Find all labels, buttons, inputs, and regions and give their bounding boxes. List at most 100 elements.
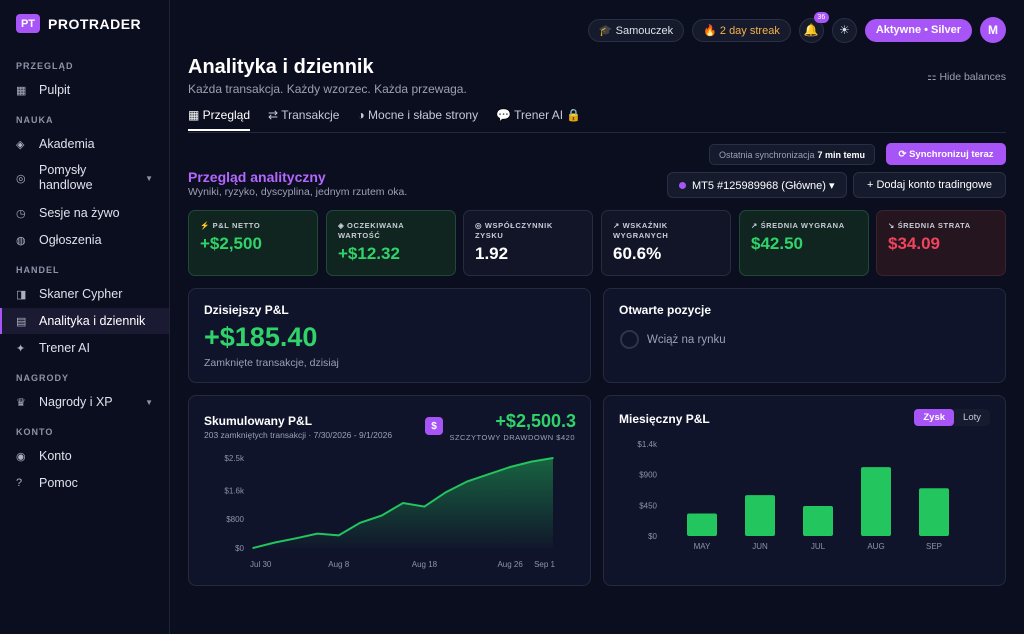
y-tick-label: $0: [235, 544, 244, 553]
monthly-bar: [745, 495, 775, 536]
monthly-bar: [861, 467, 891, 536]
tab-overview[interactable]: ▦ Przegląd: [188, 108, 251, 131]
x-tick-label: MAY: [694, 542, 711, 551]
logo[interactable]: PT PROTRADER: [16, 14, 141, 33]
data-point: [252, 547, 254, 549]
sidebar-item-rewards[interactable]: ♛ Nagrody i XP ▼: [0, 392, 169, 412]
kpi-label: ◈ OCZEKIWANA WARTOŚĆ: [338, 221, 405, 240]
add-trading-account-button[interactable]: + Dodaj konto tradingowe: [853, 172, 1006, 198]
sidebar-item-dashboard[interactable]: ▦ Pulpit: [0, 80, 169, 100]
chevron-down-icon[interactable]: ▼: [145, 397, 153, 407]
level-pill[interactable]: 🎓 Samouczek: [587, 18, 685, 42]
x-tick-label: Sep 1: [534, 560, 555, 569]
section-label-trading: HANDEL: [16, 265, 60, 275]
sidebar-item-live-sessions[interactable]: ◷ Sesje na żywo: [0, 203, 169, 223]
sidebar-item-trade-ideas[interactable]: ◎ Pomysły handlowe ▼: [0, 162, 169, 194]
data-point: [552, 457, 554, 459]
plan-status-pill[interactable]: Aktywne • Silver: [864, 18, 972, 42]
notifications-button[interactable]: 🔔 36: [798, 11, 829, 43]
last-sync-time: 7 min temu: [817, 149, 866, 160]
sparkle-icon: ✦: [16, 342, 26, 355]
avatar[interactable]: M: [980, 17, 1006, 43]
section-label-rewards: NAGRODY: [16, 373, 70, 383]
notification-count-badge: 36: [813, 11, 829, 23]
sidebar-item-analytics[interactable]: ▤ Analityka i dziennik: [0, 308, 169, 334]
data-point: [466, 480, 469, 483]
sun-icon: ☀: [838, 23, 850, 37]
kpi-value: 60.6%: [613, 244, 662, 263]
kpi-label: ⚡ P&L NETTO: [200, 221, 261, 230]
sidebar-item-announcements[interactable]: ◍ Ogłoszenia: [0, 230, 169, 250]
grid-icon: ▦: [16, 84, 27, 97]
today-pnl-value: +$185.40: [204, 322, 318, 352]
tab-transactions[interactable]: ⇄ Transakcje: [268, 108, 340, 122]
sidebar-item-help[interactable]: ? Pomoc: [0, 473, 169, 493]
x-tick-label: JUN: [752, 542, 768, 551]
brand-name: PROTRADER: [48, 15, 142, 32]
kpi-card-net-pnl: ⚡ P&L NETTO +$2,500: [188, 210, 318, 276]
sidebar-item-account[interactable]: ◉ Konto: [0, 446, 169, 466]
metric-toggle: Zysk Loty: [914, 409, 990, 426]
data-point: [380, 514, 383, 517]
toggle-lots[interactable]: Loty: [963, 412, 981, 423]
help-icon: ?: [16, 477, 23, 489]
y-tick-label: $1.4k: [637, 440, 658, 449]
globe-icon: ◍: [16, 234, 26, 247]
sidebar: PT PROTRADER PRZEGLĄD ▦ Pulpit NAUKA ◈ Aka…: [0, 0, 170, 634]
kpi-value: +$2,500: [200, 234, 262, 253]
data-point: [295, 537, 297, 540]
sidebar-item-ai-coach[interactable]: ✦ Trener AI: [0, 338, 169, 358]
theme-toggle-button[interactable]: ☀: [831, 17, 857, 43]
sidebar-item-label: Pomoc: [39, 476, 78, 490]
y-tick-label: $800: [226, 515, 244, 524]
sync-now-button[interactable]: ⟳ Synchronizuj teraz: [886, 143, 1006, 165]
kpi-value: 1.92: [475, 244, 509, 263]
x-tick-label: Aug 18: [412, 560, 438, 569]
scanner-icon: ◨: [16, 288, 27, 301]
kpi-label: ↗ WSKAŹNIK WYGRANYCH: [613, 221, 669, 240]
page-title: Analityka i dziennik: [188, 56, 374, 78]
last-sync-indicator: Ostatnia synchronizacja 7 min temu: [709, 144, 876, 165]
sidebar-item-label: Skaner Cypher: [39, 287, 123, 301]
data-point: [359, 522, 361, 524]
analytics-title: Przegląd analityczny: [188, 169, 326, 185]
sidebar-item-label: Akademia: [39, 137, 95, 151]
sidebar-item-label: Sesje na żywo: [39, 206, 120, 220]
open-positions-status: Wciąż na rynku: [647, 334, 726, 346]
monthly-bar: [687, 513, 717, 536]
card-title: Skumulowany P&L: [204, 414, 313, 428]
streak-pill[interactable]: 🔥 2 day streak: [692, 18, 791, 42]
sidebar-item-label: Analityka i dziennik: [39, 314, 146, 328]
account-selector-label: MT5 #125989968 (Główne) ▾: [692, 179, 835, 192]
kpi-card-expectancy: ◈ OCZEKIWANA WARTOŚĆ +$12.32: [326, 210, 456, 276]
tab-ai-coach[interactable]: 💬 Trener AI 🔒: [496, 108, 582, 122]
toggle-profit[interactable]: Zysk: [914, 409, 955, 426]
x-tick-label: Aug 26: [497, 560, 523, 569]
chevron-down-icon[interactable]: ▼: [145, 173, 153, 183]
monthly-bar: [919, 488, 949, 536]
x-tick-label: AUG: [867, 542, 884, 551]
kpi-value: $42.50: [751, 234, 803, 253]
y-tick-label: $0: [648, 532, 657, 541]
kpi-card-profit-factor: ◎ WSPÓŁCZYNNIK ZYSKU 1.92: [463, 210, 593, 276]
kpi-label: ↗ ŚREDNIA WYGRANA: [751, 221, 845, 230]
sidebar-item-scanner[interactable]: ◨ Skaner Cypher: [0, 284, 169, 304]
sidebar-item-label: Nagrody i XP: [39, 395, 113, 409]
monthly-pnl-card: Miesięczny P&L Zysk Loty $0 $450 $900 $1.4k…: [603, 395, 1006, 586]
cumulative-pnl-card: Skumulowany P&L 203 zamkniętych transakc…: [188, 395, 591, 586]
tab-strengths-weaknesses[interactable]: ◑ Mocne i słabe strony: [357, 108, 479, 122]
sidebar-item-label: Pulpit: [39, 83, 71, 97]
journal-icon: ▤: [16, 315, 27, 328]
cumulative-subtitle: 203 zamkniętych transakcji · 7/30/2026 -…: [204, 430, 393, 440]
sidebar-item-label: Ogłoszenia: [39, 233, 102, 247]
account-selector[interactable]: MT5 #125989968 (Główne) ▾: [667, 172, 847, 198]
data-point: [337, 534, 340, 537]
data-point: [402, 502, 404, 504]
hide-balances-toggle[interactable]: ⚏ Hide balances: [927, 71, 1006, 83]
x-tick-label: Jul 30: [250, 560, 272, 569]
data-point: [530, 460, 533, 463]
y-tick-label: $1.6k: [224, 486, 245, 495]
card-title: Miesięczny P&L: [619, 412, 710, 426]
sidebar-item-academy[interactable]: ◈ Akademia: [0, 134, 169, 154]
today-pnl-subtitle: Zamknięte transakcje, dzisiaj: [204, 357, 339, 369]
